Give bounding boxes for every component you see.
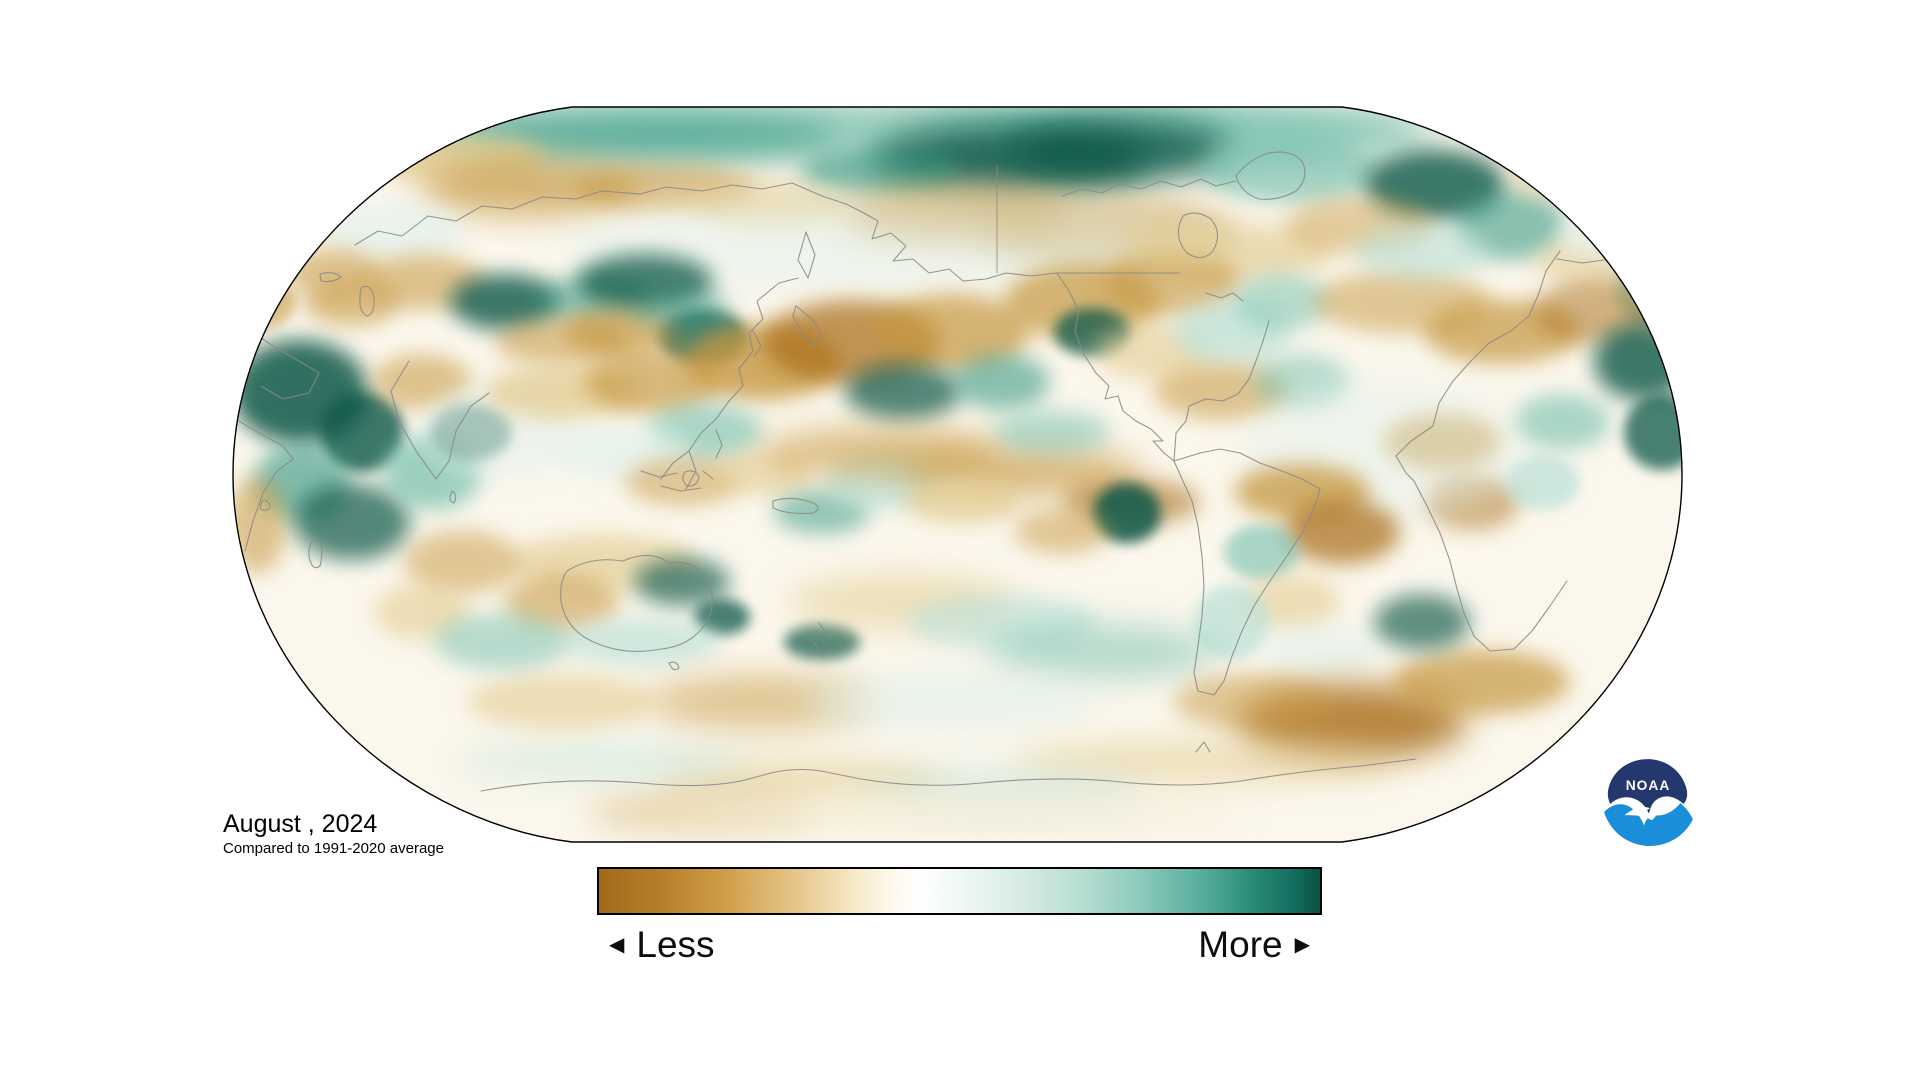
comparison-label: Compared to 1991-2020 average xyxy=(223,840,444,857)
caption: August , 2024 Compared to 1991-2020 aver… xyxy=(223,811,444,857)
colorbar-labels: ◀ Less More ▶ xyxy=(597,924,1322,966)
noaa-logo-gull-icon xyxy=(1624,807,1667,821)
noaa-logo: NOAA xyxy=(1597,751,1699,853)
more-label: More xyxy=(1198,924,1283,965)
right-arrow-icon: ▶ xyxy=(1294,934,1310,956)
noaa-logo-text: NOAA xyxy=(1626,778,1671,793)
noaa-logo-shell xyxy=(1607,759,1688,815)
more-label-group: More ▶ xyxy=(1198,924,1310,966)
date-label: August , 2024 xyxy=(223,810,378,838)
map-outline xyxy=(232,106,1683,843)
less-label: Less xyxy=(636,924,715,965)
map-fill-layer xyxy=(233,107,1682,842)
less-label-group: ◀ Less xyxy=(609,924,715,966)
noaa-logo-sea-wave xyxy=(1604,803,1693,846)
left-arrow-icon: ◀ xyxy=(609,934,625,956)
colorbar-gradient xyxy=(597,867,1322,915)
noaa-logo-svg: NOAA xyxy=(1600,754,1696,850)
coastlines xyxy=(238,151,1671,792)
